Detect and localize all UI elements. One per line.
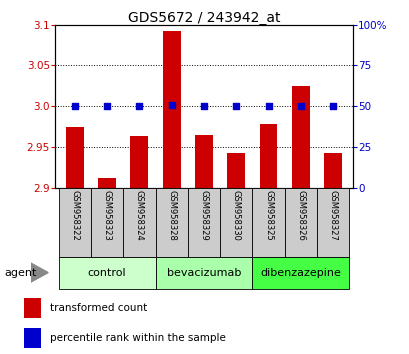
Text: GSM958326: GSM958326 [296, 190, 305, 241]
FancyBboxPatch shape [155, 188, 187, 257]
Polygon shape [31, 263, 48, 282]
Bar [66, 126, 83, 188]
Bar [162, 31, 180, 188]
Text: GSM958322: GSM958322 [70, 190, 79, 240]
FancyBboxPatch shape [316, 188, 348, 257]
FancyBboxPatch shape [220, 188, 252, 257]
Text: agent: agent [4, 268, 36, 278]
Bar [130, 136, 148, 188]
Point [200, 103, 207, 109]
Point [103, 103, 110, 109]
Point [297, 103, 303, 109]
FancyBboxPatch shape [252, 257, 348, 289]
Point [168, 102, 175, 107]
FancyBboxPatch shape [155, 257, 252, 289]
Text: GSM958325: GSM958325 [263, 190, 272, 240]
Text: GSM958330: GSM958330 [231, 190, 240, 241]
FancyBboxPatch shape [284, 188, 316, 257]
FancyBboxPatch shape [58, 257, 155, 289]
Text: percentile rank within the sample: percentile rank within the sample [50, 333, 226, 343]
Bar [291, 86, 309, 188]
Bar [24, 328, 41, 348]
Point [232, 103, 239, 109]
Bar [324, 153, 341, 188]
FancyBboxPatch shape [123, 188, 155, 257]
Bar [195, 135, 212, 188]
Text: dibenzazepine: dibenzazepine [260, 268, 341, 278]
Point [329, 103, 336, 109]
Point [136, 103, 142, 109]
Text: GSM958329: GSM958329 [199, 190, 208, 240]
Text: transformed count: transformed count [50, 303, 147, 313]
Bar [227, 153, 245, 188]
Bar [98, 178, 116, 188]
Point [71, 103, 78, 109]
Text: control: control [88, 268, 126, 278]
Text: GSM958323: GSM958323 [102, 190, 111, 241]
FancyBboxPatch shape [91, 188, 123, 257]
Bar [24, 298, 41, 318]
Text: GSM958324: GSM958324 [135, 190, 144, 240]
FancyBboxPatch shape [252, 188, 284, 257]
Text: GSM958328: GSM958328 [167, 190, 176, 241]
Point [265, 103, 271, 109]
Text: bevacizumab: bevacizumab [166, 268, 240, 278]
Bar [259, 124, 277, 188]
FancyBboxPatch shape [58, 188, 91, 257]
Text: GSM958327: GSM958327 [328, 190, 337, 241]
FancyBboxPatch shape [187, 188, 220, 257]
Text: GDS5672 / 243942_at: GDS5672 / 243942_at [128, 11, 279, 25]
